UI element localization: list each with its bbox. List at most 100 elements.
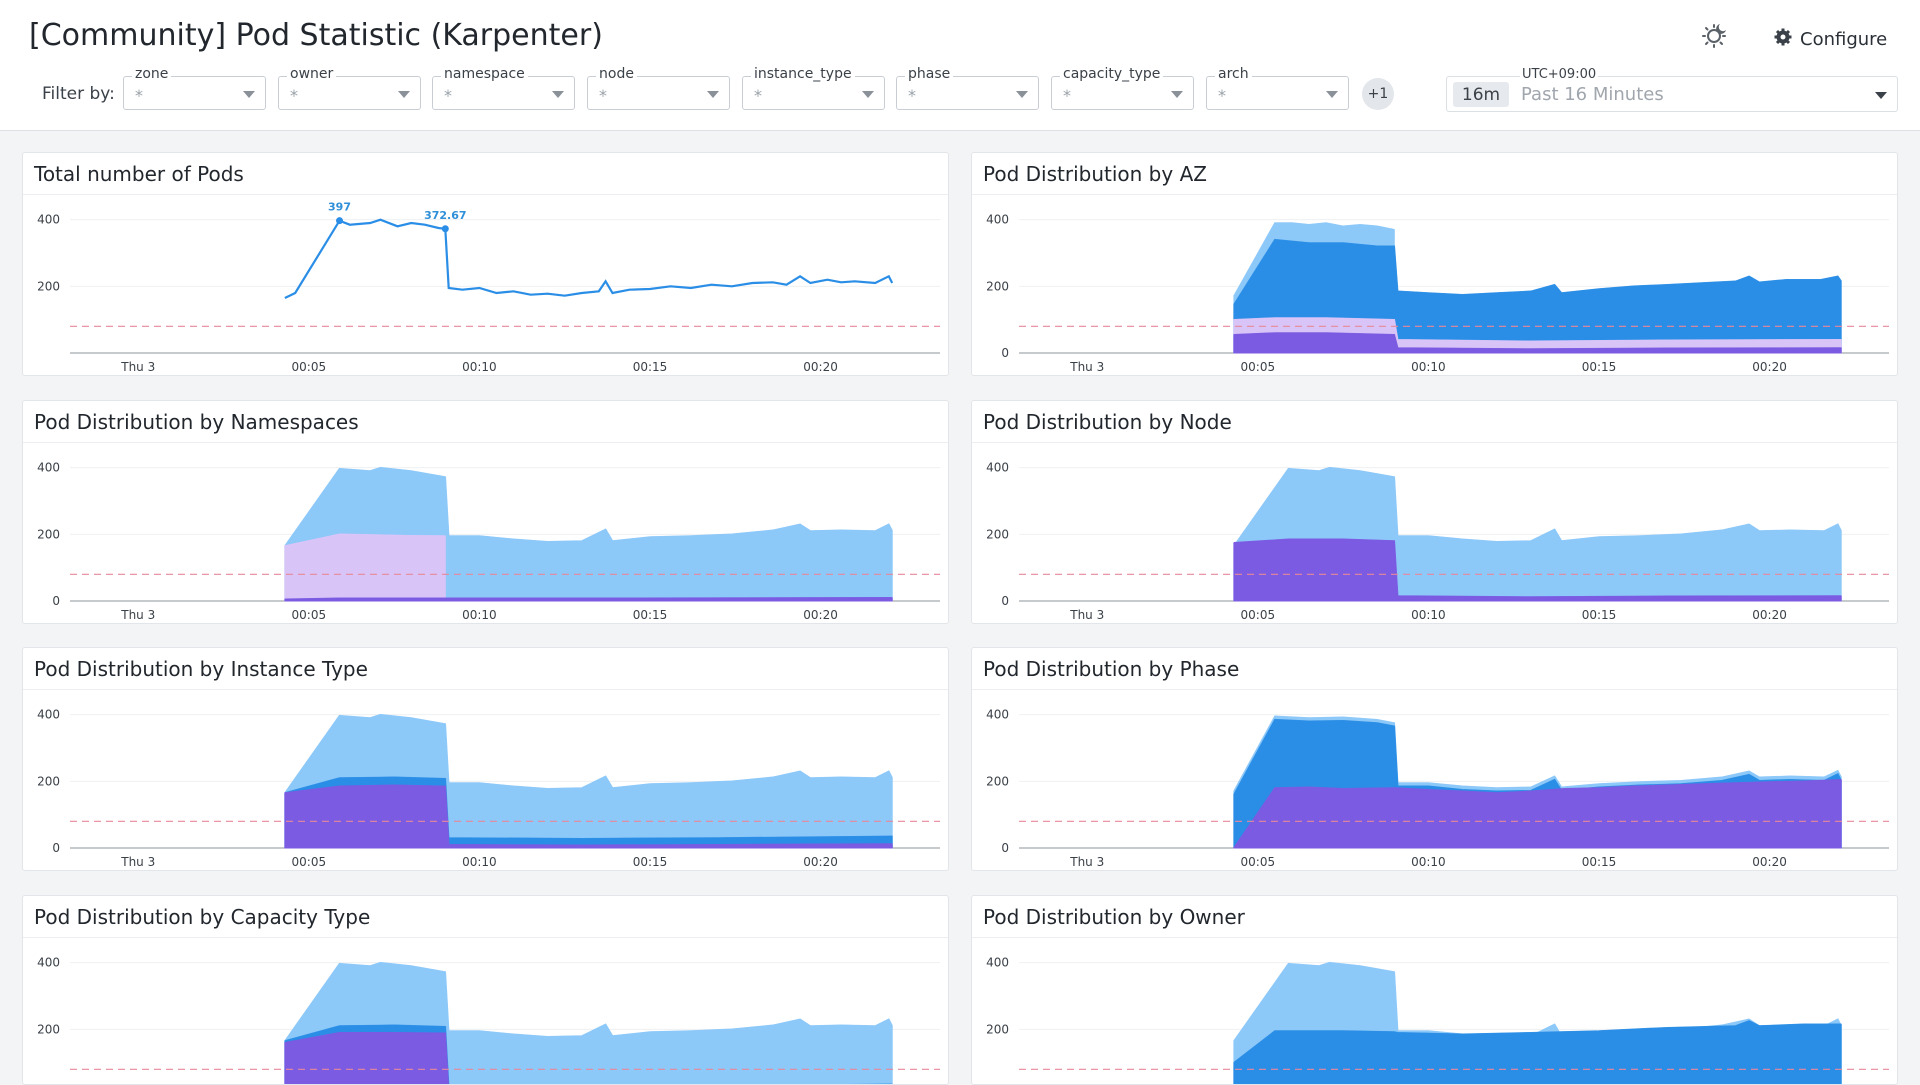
panel-node[interactable]: Pod Distribution by Node 0 200 400 Thu 3 00:… <box>971 400 1898 624</box>
x-tick-label: 00:10 <box>462 608 497 622</box>
dashboard-title: [Community] Pod Statistic (Karpenter) <box>29 18 603 53</box>
y-tick-label: 0 <box>52 594 60 608</box>
x-tick-label: 00:15 <box>633 360 668 374</box>
series-edge <box>284 466 893 547</box>
chart-owner: 200 400 <box>986 956 1889 1084</box>
dashboard-header: [Community] Pod Statistic (Karpenter) <box>0 0 1920 131</box>
series-edge <box>284 961 893 1042</box>
series-edge <box>1233 222 1395 297</box>
x-tick-label: 00:05 <box>1241 855 1276 869</box>
x-tick-label: 00:20 <box>803 855 838 869</box>
x-tick-label: 00:05 <box>292 360 327 374</box>
filter-value: * <box>444 86 452 105</box>
panel-capacity-type[interactable]: Pod Distribution by Capacity Type 200 400 <box>22 895 949 1085</box>
data-point-marker <box>441 225 449 233</box>
panel-title: Pod Distribution by Capacity Type <box>34 905 371 929</box>
time-range-badge: 16m <box>1453 82 1509 107</box>
series-edge <box>284 533 446 547</box>
filter-name: capacity_type <box>1060 66 1164 82</box>
series-edge <box>1233 1020 1842 1064</box>
x-tick-label: 00:20 <box>1752 608 1787 622</box>
filter-node[interactable]: node * <box>587 66 730 110</box>
series-line <box>284 218 894 299</box>
panel-namespaces[interactable]: Pod Distribution by Namespaces 0 200 400 Th… <box>22 400 949 624</box>
filter-name: zone <box>132 66 172 82</box>
filter-value: * <box>1218 86 1226 105</box>
filter-namespace[interactable]: namespace * <box>432 66 575 110</box>
series-edge <box>284 713 893 794</box>
panel-az[interactable]: Pod Distribution by AZ 0 200 400 Thu 3 00:05… <box>971 152 1898 376</box>
x-tick-label: Thu 3 <box>1069 608 1104 622</box>
y-tick-label: 400 <box>37 956 60 970</box>
series-edge <box>1233 715 1842 792</box>
y-tick-label: 400 <box>986 213 1009 227</box>
y-tick-label: 0 <box>52 841 60 855</box>
x-tick-label: Thu 3 <box>120 855 155 869</box>
y-tick-label: 400 <box>986 956 1009 970</box>
series-edge <box>1233 778 1842 849</box>
filter-instance-type[interactable]: instance_type * <box>742 66 885 110</box>
panel-owner[interactable]: Pod Distribution by Owner 200 400 <box>971 895 1898 1085</box>
x-tick-label: 00:10 <box>1411 855 1446 869</box>
filter-value: * <box>135 86 143 105</box>
x-tick-label: 00:05 <box>1241 360 1276 374</box>
series-edge <box>1233 718 1842 796</box>
chevron-down-icon <box>1326 91 1338 98</box>
filter-value: * <box>290 86 298 105</box>
time-range-label: Past 16 Minutes <box>1521 84 1664 105</box>
y-tick-label: 200 <box>986 527 1009 541</box>
filter-name: node <box>596 66 637 82</box>
x-tick-label: 00:20 <box>803 608 838 622</box>
panel-title: Pod Distribution by Instance Type <box>34 657 368 681</box>
filter-arch[interactable]: arch * <box>1206 66 1349 110</box>
series-area <box>284 533 446 602</box>
series-edge <box>1233 466 1842 547</box>
time-range-picker[interactable]: 16m Past 16 Minutes <box>1446 76 1898 112</box>
sun-moon-icon[interactable] <box>1700 20 1730 50</box>
y-tick-label: 200 <box>37 279 60 293</box>
x-tick-label: 00:20 <box>1752 360 1787 374</box>
panel-title: Pod Distribution by Owner <box>983 905 1245 929</box>
panel-title: Pod Distribution by Node <box>983 410 1232 434</box>
y-tick-label: 0 <box>1001 594 1009 608</box>
x-tick-label: 00:20 <box>803 360 838 374</box>
y-tick-label: 400 <box>37 213 60 227</box>
series-edge <box>1233 538 1842 598</box>
configure-button[interactable]: Configure <box>1774 24 1887 54</box>
chevron-down-icon <box>243 91 255 98</box>
filter-capacity-type[interactable]: capacity_type * <box>1051 66 1194 110</box>
x-tick-label: 00:20 <box>1752 855 1787 869</box>
filter-owner[interactable]: owner * <box>278 66 421 110</box>
series-edge <box>1233 332 1842 350</box>
panel-instance-type[interactable]: Pod Distribution by Instance Type 0 200 40… <box>22 647 949 871</box>
chevron-down-icon <box>1875 92 1887 99</box>
filter-zone[interactable]: zone * <box>123 66 266 110</box>
y-tick-label: 200 <box>986 1022 1009 1036</box>
chevron-down-icon <box>1016 91 1028 98</box>
x-tick-label: 00:05 <box>292 855 327 869</box>
chevron-down-icon <box>398 91 410 98</box>
filter-name: phase <box>905 66 954 82</box>
y-tick-label: 200 <box>37 1022 60 1036</box>
filter-name: namespace <box>441 66 528 82</box>
timezone-label: UTC+09:00 <box>1520 67 1599 82</box>
x-tick-label: 00:15 <box>633 608 668 622</box>
panel-total-pods[interactable]: Total number of Pods 200 400 397 372.67 Thu … <box>22 152 949 376</box>
filter-phase[interactable]: phase * <box>896 66 1039 110</box>
chevron-down-icon <box>707 91 719 98</box>
x-tick-label: 00:15 <box>1582 855 1617 869</box>
filter-value: * <box>1063 86 1071 105</box>
panel-phase[interactable]: Pod Distribution by Phase 0 200 400 Thu 3 00… <box>971 647 1898 871</box>
panel-title: Pod Distribution by Namespaces <box>34 410 359 434</box>
panel-title: Pod Distribution by AZ <box>983 162 1207 186</box>
y-tick-label: 400 <box>986 461 1009 475</box>
series-edge <box>1233 238 1842 306</box>
y-tick-label: 0 <box>1001 346 1009 360</box>
y-tick-label: 200 <box>986 279 1009 293</box>
filter-name: arch <box>1215 66 1252 82</box>
more-filters-button[interactable]: +1 <box>1362 78 1394 110</box>
